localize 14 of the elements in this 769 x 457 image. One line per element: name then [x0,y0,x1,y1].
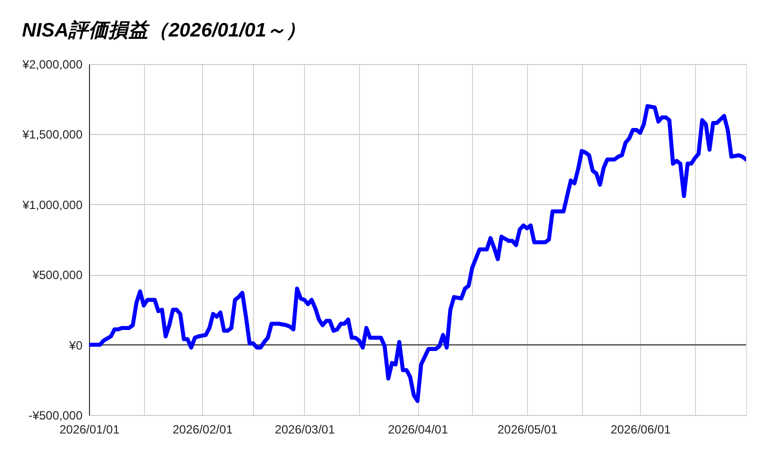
x-tick-label: 2026/05/01 [497,422,558,436]
x-tick-label: 2026/01/01 [59,422,120,436]
chart-title: NISA評価損益（2026/01/01～） [22,20,306,42]
y-tick-label: -¥500,000 [28,408,83,422]
y-tick-label: ¥0 [68,338,83,352]
x-tick-label: 2026/06/01 [610,422,672,436]
y-tick-label: ¥2,000,000 [21,58,83,72]
x-tick-label: 2026/02/01 [172,422,234,436]
x-tick-label: 2026/03/01 [274,422,336,436]
line-series [89,104,746,403]
y-tick-label: ¥500,000 [31,268,83,282]
y-tick-label: ¥1,000,000 [21,198,83,212]
x-tick-label: 2026/04/01 [388,422,448,436]
y-tick-label: ¥1,500,000 [21,128,83,142]
